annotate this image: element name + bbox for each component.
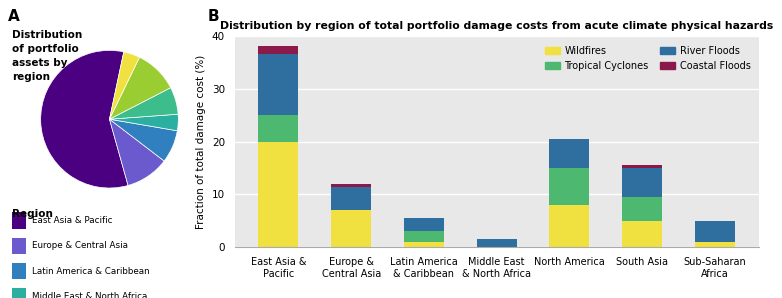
Bar [258, 46, 299, 54]
Wedge shape [109, 114, 178, 131]
Wedge shape [109, 88, 178, 119]
Bar [258, 142, 299, 247]
Bar [549, 168, 590, 205]
Bar [258, 54, 299, 115]
Wedge shape [109, 119, 164, 185]
Text: Latin America & Caribbean: Latin America & Caribbean [32, 267, 149, 276]
Bar [622, 168, 662, 197]
Wedge shape [109, 52, 139, 119]
Bar [549, 205, 590, 247]
Bar [622, 221, 662, 247]
Text: B: B [207, 9, 219, 24]
Bar [331, 184, 371, 187]
Bar [622, 197, 662, 221]
Bar [258, 115, 299, 142]
Bar [622, 165, 662, 168]
Bar [331, 187, 371, 210]
Text: Region: Region [12, 209, 52, 219]
Wedge shape [109, 57, 170, 119]
Y-axis label: Fraction of total damage cost (%): Fraction of total damage cost (%) [196, 55, 206, 229]
Text: A: A [8, 9, 20, 24]
Title: Distribution by region of total portfolio damage costs from acute climate physic: Distribution by region of total portfoli… [220, 21, 773, 31]
Bar [694, 242, 735, 247]
Text: Europe & Central Asia: Europe & Central Asia [32, 241, 128, 250]
Bar [549, 139, 590, 168]
Text: East Asia & Pacific: East Asia & Pacific [32, 216, 113, 225]
Bar [331, 210, 371, 247]
Bar [694, 221, 735, 242]
Bar [404, 232, 444, 242]
Text: Middle East & North Africa: Middle East & North Africa [32, 292, 148, 298]
Bar [476, 239, 517, 247]
Bar [404, 218, 444, 232]
Bar [404, 242, 444, 247]
Legend: Wildfires, Tropical Cyclones, River Floods, Coastal Floods: Wildfires, Tropical Cyclones, River Floo… [542, 43, 754, 73]
Wedge shape [109, 119, 178, 161]
Text: Distribution
of portfolio
assets by
region: Distribution of portfolio assets by regi… [12, 30, 82, 82]
Wedge shape [41, 50, 128, 188]
